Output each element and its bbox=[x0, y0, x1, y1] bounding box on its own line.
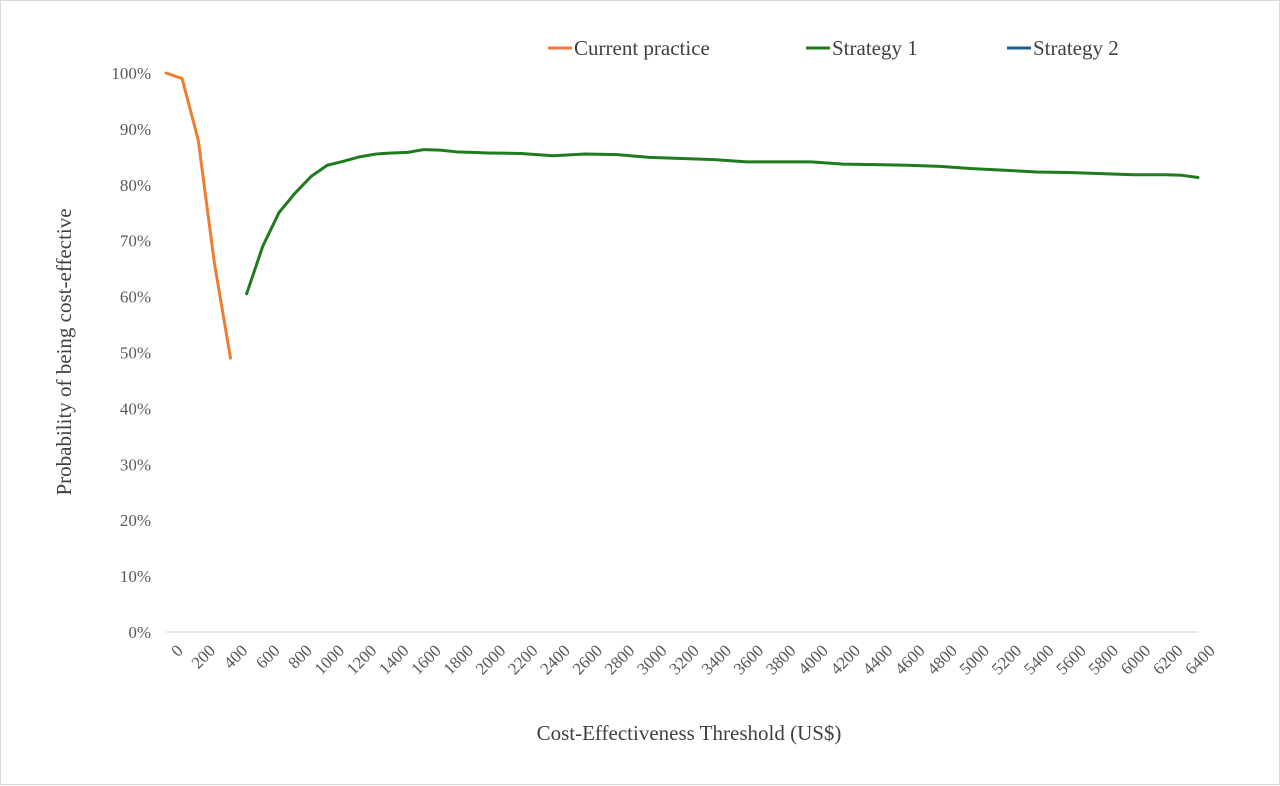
x-tick-label: 5000 bbox=[956, 641, 993, 678]
x-axis-labels: 0 200 400 600 800100012001400160018002000220… bbox=[167, 641, 1218, 678]
x-axis-title: Cost-Effectiveness Threshold (US$) bbox=[537, 721, 842, 745]
x-tick-label: 4200 bbox=[827, 641, 864, 678]
x-tick-label: 5200 bbox=[988, 641, 1025, 678]
x-tick-label: 5400 bbox=[1020, 641, 1057, 678]
x-tick-label: 2000 bbox=[472, 641, 509, 678]
y-tick-label: 10% bbox=[120, 567, 151, 586]
x-tick-label: 400 bbox=[220, 641, 251, 672]
x-tick-label: 2200 bbox=[504, 641, 541, 678]
x-tick-label: 3600 bbox=[730, 641, 767, 678]
x-tick-label: 4000 bbox=[794, 641, 831, 678]
y-axis-title: Probability of being cost-effective bbox=[52, 208, 76, 495]
y-tick-label: 60% bbox=[120, 288, 151, 307]
x-tick-label: 6200 bbox=[1149, 641, 1186, 678]
x-tick-label: 5600 bbox=[1052, 641, 1089, 678]
legend-label-1: Current practice bbox=[574, 36, 710, 60]
x-tick-label: 4600 bbox=[891, 641, 928, 678]
x-tick-label: 1400 bbox=[375, 641, 412, 678]
y-tick-label: 40% bbox=[120, 399, 151, 418]
x-tick-label: 600 bbox=[252, 641, 283, 672]
x-tick-label: 6400 bbox=[1181, 641, 1218, 678]
x-tick-label: 3400 bbox=[698, 641, 735, 678]
x-tick-label: 3800 bbox=[762, 641, 799, 678]
y-tick-label: 30% bbox=[120, 455, 151, 474]
x-tick-label: 2600 bbox=[569, 641, 606, 678]
x-tick-label: 1000 bbox=[311, 641, 348, 678]
y-tick-label: 0% bbox=[128, 623, 151, 642]
x-tick-label: 1200 bbox=[343, 641, 380, 678]
y-tick-label: 20% bbox=[120, 511, 151, 530]
x-tick-label: 4400 bbox=[859, 641, 896, 678]
x-tick-label: 2400 bbox=[536, 641, 573, 678]
series-line-2 bbox=[245, 148, 1200, 296]
x-tick-label: 200 bbox=[188, 641, 219, 672]
legend: Current practice Strategy 1 Strategy 2 bbox=[548, 36, 1119, 60]
y-tick-label: 100% bbox=[111, 64, 151, 83]
x-tick-label: 1600 bbox=[407, 641, 444, 678]
x-tick-label: 5800 bbox=[1085, 641, 1122, 678]
x-tick-label: 2800 bbox=[601, 641, 638, 678]
y-tick-label: 70% bbox=[120, 232, 151, 251]
y-tick-label: 80% bbox=[120, 176, 151, 195]
x-tick-label: 3000 bbox=[633, 641, 670, 678]
y-tick-label: 50% bbox=[120, 344, 151, 363]
series-line-1 bbox=[164, 71, 232, 360]
series-layer bbox=[164, 71, 1200, 360]
x-tick-label: 800 bbox=[284, 641, 315, 672]
legend-label-2: Strategy 1 bbox=[832, 36, 918, 60]
x-tick-label: 4800 bbox=[923, 641, 960, 678]
legend-label-3: Strategy 2 bbox=[1033, 36, 1119, 60]
x-tick-label: 1800 bbox=[440, 641, 477, 678]
y-tick-label: 90% bbox=[120, 120, 151, 139]
x-tick-label: 0 bbox=[167, 641, 186, 660]
x-tick-label: 3200 bbox=[665, 641, 702, 678]
x-tick-label: 6000 bbox=[1117, 641, 1154, 678]
y-axis-labels: 0% 10% 20% 30% 40% 50% 60% 70% 80% 90% 100% bbox=[111, 64, 151, 642]
